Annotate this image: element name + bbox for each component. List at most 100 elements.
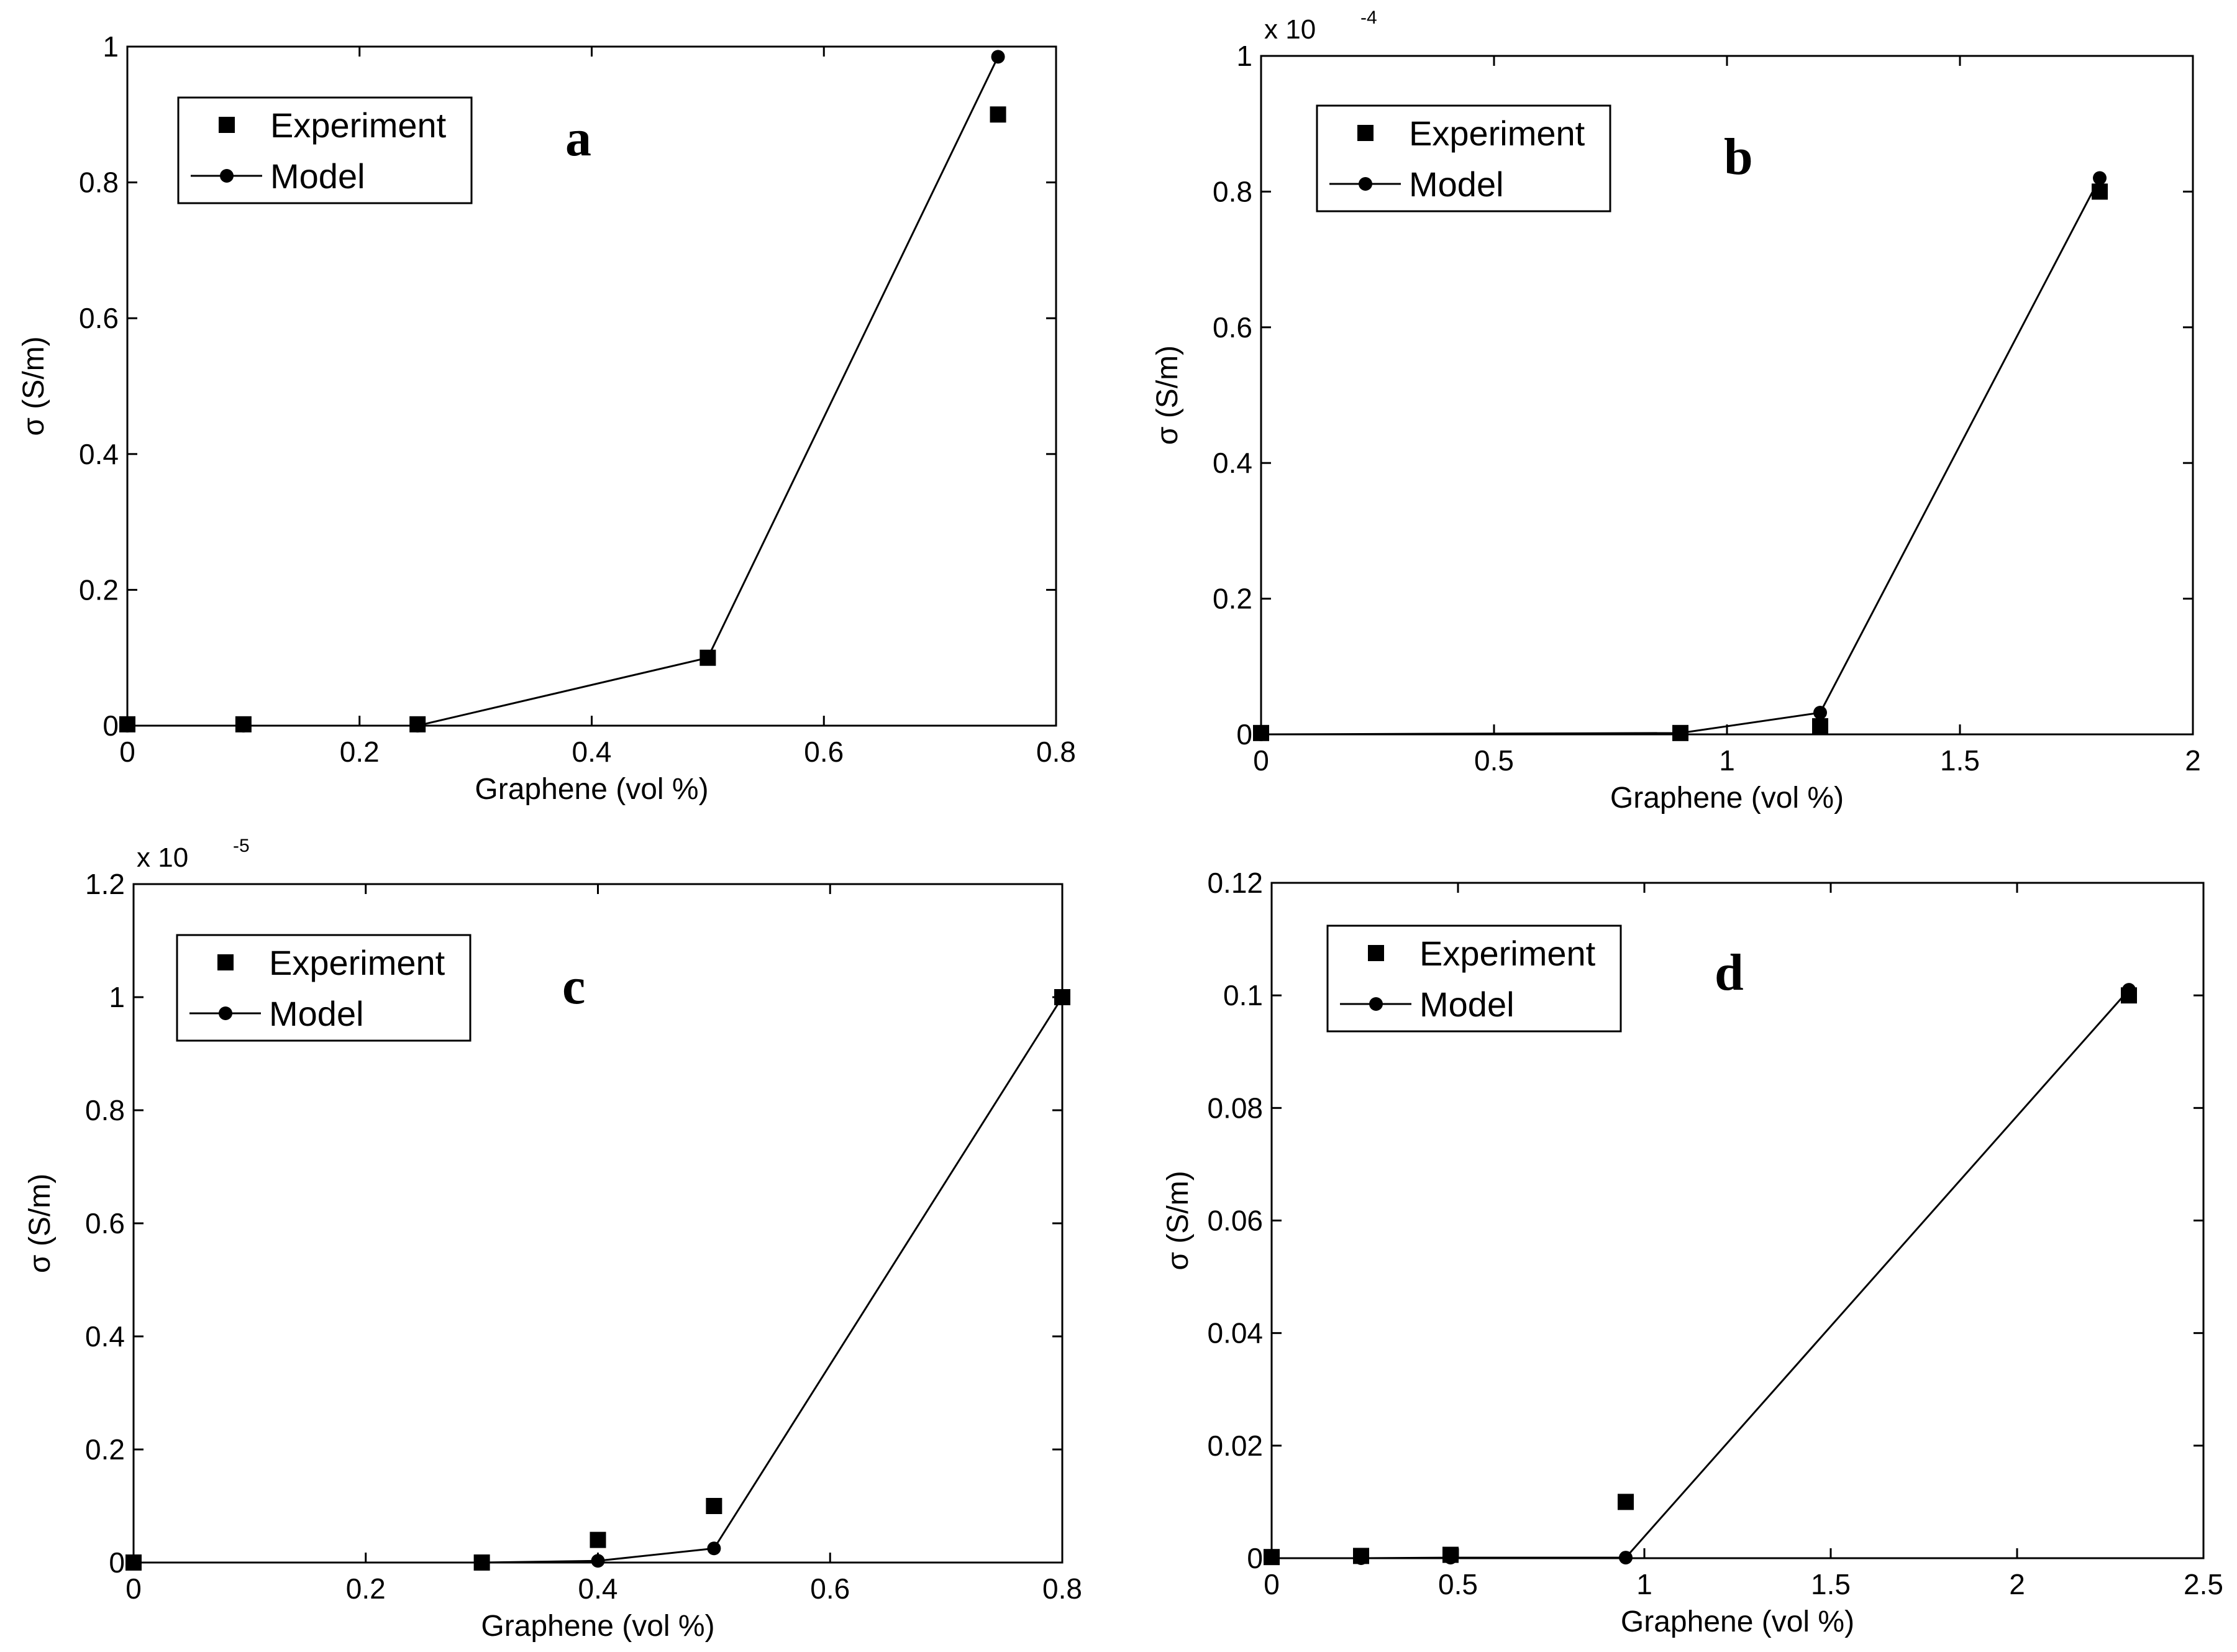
y-tick-label: 0.2 xyxy=(79,573,119,606)
legend-experiment-label: Experiment xyxy=(270,106,447,145)
y-tick-label: 0.12 xyxy=(1207,867,1263,899)
panel-letter: d xyxy=(1715,944,1744,1002)
legend-experiment-label: Experiment xyxy=(269,943,445,982)
y-tick-label: 0.2 xyxy=(1213,583,1252,615)
axis-multiplier: x 10 xyxy=(137,842,188,873)
model-point xyxy=(707,1541,721,1556)
x-tick-label: 0 xyxy=(1253,744,1269,777)
y-tick-label: 0.08 xyxy=(1207,1092,1263,1124)
y-tick-label: 0.8 xyxy=(85,1094,125,1126)
experiment-point xyxy=(706,1498,722,1514)
x-axis-label: Graphene (vol %) xyxy=(481,1610,714,1643)
legend-experiment-marker xyxy=(1357,125,1374,141)
model-point xyxy=(127,1556,140,1569)
x-axis-label: Graphene (vol %) xyxy=(1621,1605,1854,1638)
legend-model-marker xyxy=(219,1006,232,1020)
x-tick-label: 1 xyxy=(1636,1568,1652,1600)
model-point xyxy=(1254,728,1268,741)
legend: Experiment Model xyxy=(1326,924,1622,1033)
legend-experiment-label: Experiment xyxy=(1419,934,1596,973)
x-tick-label: 0.5 xyxy=(1438,1568,1478,1600)
y-tick-label: 0 xyxy=(1247,1542,1263,1574)
panel-letter: a xyxy=(565,109,591,167)
y-tick-label: 0.4 xyxy=(85,1320,125,1353)
legend-box xyxy=(177,96,473,204)
legend-box xyxy=(1316,104,1611,212)
x-tick-label: 0.2 xyxy=(340,736,380,768)
y-tick-label: 0.06 xyxy=(1207,1205,1263,1237)
model-point xyxy=(991,50,1005,64)
axis-multiplier-exponent: -5 xyxy=(233,836,250,856)
y-tick-label: 0 xyxy=(103,710,119,742)
x-tick-label: 0.4 xyxy=(572,736,612,768)
model-point xyxy=(2093,171,2107,185)
y-tick-label: 1 xyxy=(1236,40,1252,72)
x-axis-label: Graphene (vol %) xyxy=(1610,782,1844,815)
model-point xyxy=(1619,1551,1633,1565)
y-tick-label: 1.2 xyxy=(85,868,125,900)
experiment-point xyxy=(1618,1494,1634,1510)
legend-model-marker xyxy=(220,169,234,183)
model-point xyxy=(1354,1551,1368,1565)
x-tick-label: 0 xyxy=(1264,1568,1280,1600)
y-tick-label: 0.4 xyxy=(79,438,119,470)
panel-c: 0 0.2 0.4 0.6 0.8 0 0.2 0.4 0.6 0.8 1 1.2 Graphene (… xyxy=(24,836,1082,1643)
x-tick-label: 0.6 xyxy=(810,1572,850,1605)
model-series-line xyxy=(134,997,1064,1564)
legend-model-marker xyxy=(1359,177,1372,191)
y-axis-label: σ (S/m) xyxy=(1151,345,1184,445)
y-tick-label: 0.8 xyxy=(1213,175,1252,208)
legend-model-label: Model xyxy=(1419,985,1515,1024)
model-series-line xyxy=(1272,989,2130,1559)
legend: Experiment Model xyxy=(176,934,472,1042)
axis-multiplier-exponent: -4 xyxy=(1360,7,1377,28)
legend-model-label: Model xyxy=(270,157,365,196)
y-tick-label: 1 xyxy=(109,981,125,1013)
panel-letter: b xyxy=(1724,128,1753,186)
y-tick-label: 0.8 xyxy=(79,167,119,199)
y-axis-label: σ (S/m) xyxy=(17,336,50,436)
model-point xyxy=(701,650,715,665)
y-tick-label: 0.6 xyxy=(79,302,119,334)
panel-d: 0 0.5 1 1.5 2 2.5 0 0.02 0.04 0.06 0.08 0.1 0.12 Grap… xyxy=(1162,867,2223,1638)
x-tick-label: 2 xyxy=(2185,744,2201,777)
experiment-point xyxy=(990,106,1006,123)
y-tick-label: 0.04 xyxy=(1207,1317,1263,1349)
legend-box xyxy=(1326,924,1622,1033)
panel-letter: c xyxy=(562,957,585,1015)
legend-box xyxy=(176,934,472,1042)
legend-experiment-label: Experiment xyxy=(1409,114,1585,153)
x-tick-label: 0.2 xyxy=(346,1572,386,1605)
y-axis-label: σ (S/m) xyxy=(24,1174,57,1273)
x-tick-label: 0.6 xyxy=(804,736,844,768)
y-tick-label: 1 xyxy=(103,30,119,63)
legend-model-marker xyxy=(1369,997,1383,1011)
x-tick-label: 2.5 xyxy=(2184,1568,2223,1600)
experiment-point xyxy=(590,1531,606,1548)
x-tick-label: 2 xyxy=(2009,1568,2025,1600)
legend-experiment-marker xyxy=(1368,945,1384,961)
x-tick-label: 0.8 xyxy=(1042,1572,1082,1605)
y-tick-label: 0.02 xyxy=(1207,1430,1263,1462)
y-tick-label: 0 xyxy=(109,1546,125,1579)
x-tick-label: 0.4 xyxy=(578,1572,618,1605)
experiment-point xyxy=(1812,718,1828,734)
y-tick-label: 0.4 xyxy=(1213,447,1252,479)
legend-model-label: Model xyxy=(1409,165,1504,204)
x-tick-label: 0.8 xyxy=(1036,736,1076,768)
model-point xyxy=(121,719,134,732)
axis-multiplier: x 10 xyxy=(1264,14,1316,45)
model-point xyxy=(411,719,425,732)
model-point xyxy=(236,719,250,732)
panel-b: 0 0.5 1 1.5 2 0 0.2 0.4 0.6 0.8 1 Graphene (vol %) σ… xyxy=(1151,7,2201,815)
model-point xyxy=(591,1554,605,1568)
model-point xyxy=(1674,726,1687,740)
x-tick-label: 0 xyxy=(125,1572,142,1605)
model-point xyxy=(1444,1551,1457,1565)
y-tick-label: 0.2 xyxy=(85,1433,125,1466)
model-point xyxy=(2122,983,2136,997)
experiment-point xyxy=(2092,183,2108,200)
legend-experiment-marker xyxy=(217,954,234,970)
model-point xyxy=(1813,706,1827,720)
